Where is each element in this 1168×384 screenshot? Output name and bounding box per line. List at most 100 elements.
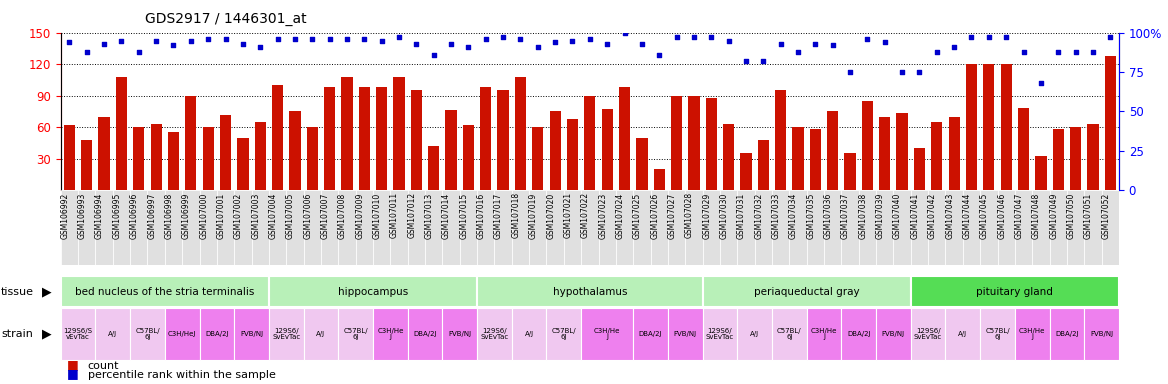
Text: bed nucleus of the stria terminalis: bed nucleus of the stria terminalis (75, 287, 255, 297)
Text: hypothalamus: hypothalamus (552, 287, 627, 297)
Point (684, 34, 703, 40)
Text: GSM107029: GSM107029 (702, 192, 711, 238)
Point (702, 34, 721, 40)
Bar (480, 87, 492, 190)
Bar (96, 308, 130, 360)
Bar (668, 308, 703, 360)
Text: GSM107051: GSM107051 (1084, 192, 1093, 238)
Bar (911, 276, 1119, 307)
Text: GSM107016: GSM107016 (477, 192, 486, 238)
Bar (116, 77, 127, 190)
Bar (858, 190, 876, 265)
Bar (758, 140, 769, 190)
Text: GSM107033: GSM107033 (772, 192, 780, 239)
Point (545, 39, 564, 45)
Text: C3H/He
J: C3H/He J (377, 328, 403, 340)
Point (1014, 48, 1033, 55)
Text: GSM107038: GSM107038 (858, 192, 868, 238)
Bar (321, 190, 339, 265)
Text: GSM107023: GSM107023 (598, 192, 607, 238)
Bar (147, 190, 165, 265)
Bar (304, 190, 321, 265)
Bar (549, 111, 561, 190)
Point (667, 34, 686, 40)
Bar (807, 308, 841, 360)
Point (910, 69, 929, 75)
Bar (200, 308, 235, 360)
Point (563, 37, 582, 43)
Bar (741, 153, 751, 190)
Bar (1015, 308, 1050, 360)
Text: GSM107032: GSM107032 (755, 192, 764, 238)
Text: DBA/2J: DBA/2J (639, 331, 662, 337)
Bar (477, 308, 512, 360)
Bar (251, 190, 269, 265)
Text: GSM106992: GSM106992 (61, 192, 69, 238)
Text: C57BL/
6J: C57BL/ 6J (551, 328, 576, 340)
Point (841, 69, 860, 75)
Bar (705, 98, 717, 190)
Text: C57BL/
6J: C57BL/ 6J (135, 328, 160, 340)
Bar (880, 117, 890, 190)
Text: C57BL/
6J: C57BL/ 6J (343, 328, 368, 340)
Bar (376, 87, 388, 190)
Bar (948, 117, 960, 190)
Bar (460, 190, 477, 265)
Point (806, 41, 825, 47)
Point (251, 44, 270, 50)
Bar (703, 190, 719, 265)
Bar (547, 308, 582, 360)
Text: A/J: A/J (750, 331, 759, 337)
Bar (529, 190, 547, 265)
Text: GSM107039: GSM107039 (876, 192, 884, 239)
Bar (408, 190, 425, 265)
Point (927, 48, 946, 55)
Point (823, 42, 842, 48)
Bar (633, 190, 651, 265)
Bar (737, 190, 755, 265)
Bar (841, 308, 876, 360)
Text: FVB/NJ: FVB/NJ (882, 331, 905, 337)
Bar (862, 101, 872, 190)
Bar (373, 308, 408, 360)
Bar (911, 190, 929, 265)
Bar (962, 190, 980, 265)
Text: GSM107025: GSM107025 (633, 192, 642, 238)
Text: 129S6/S
vEvTac: 129S6/S vEvTac (63, 328, 92, 340)
Text: A/J: A/J (958, 331, 967, 337)
Point (303, 36, 321, 42)
Text: GSM107007: GSM107007 (321, 192, 329, 239)
Point (719, 37, 738, 43)
Text: hippocampus: hippocampus (338, 287, 408, 297)
Bar (165, 308, 200, 360)
Text: GSM107019: GSM107019 (529, 192, 537, 238)
Bar (1070, 127, 1082, 190)
Point (390, 34, 409, 40)
Text: GSM106996: GSM106996 (130, 192, 139, 239)
Text: GSM107050: GSM107050 (1066, 192, 1076, 239)
Text: GSM107013: GSM107013 (425, 192, 433, 238)
Bar (602, 109, 613, 190)
Text: C57BL/
6J: C57BL/ 6J (777, 328, 801, 340)
Bar (533, 127, 543, 190)
Bar (654, 169, 665, 190)
Point (338, 36, 356, 42)
Bar (686, 190, 703, 265)
Text: GSM107037: GSM107037 (841, 192, 850, 239)
Text: FVB/NJ: FVB/NJ (239, 331, 263, 337)
Bar (980, 190, 997, 265)
Point (95, 41, 113, 47)
Bar (1052, 129, 1064, 190)
Bar (269, 308, 304, 360)
Text: ▶: ▶ (42, 328, 51, 341)
Bar (1033, 190, 1050, 265)
Point (60, 39, 78, 45)
Bar (651, 190, 668, 265)
Text: 129S6/
SvEvTac: 129S6/ SvEvTac (480, 328, 508, 340)
Text: GSM107004: GSM107004 (269, 192, 278, 239)
Bar (165, 190, 182, 265)
Bar (807, 190, 825, 265)
Text: GSM107035: GSM107035 (806, 192, 815, 239)
Text: 129S6/
SvEvTac: 129S6/ SvEvTac (915, 328, 943, 340)
Bar (168, 132, 179, 190)
